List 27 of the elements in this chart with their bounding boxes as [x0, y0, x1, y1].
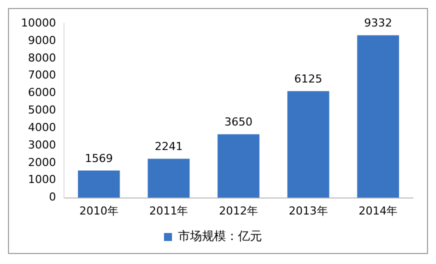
x-tick-label: 2013年 [288, 204, 328, 218]
bar [287, 91, 330, 198]
data-label: 6125 [294, 72, 322, 86]
y-tick-label: 2000 [28, 156, 56, 169]
x-tick-label: 2011年 [149, 204, 188, 218]
data-label: 9332 [364, 16, 392, 30]
y-tick-label: 7000 [28, 68, 56, 82]
data-label: 2241 [154, 140, 183, 154]
y-tick-label: 5000 [28, 104, 56, 117]
x-tick-label: 2014年 [358, 204, 398, 218]
y-tick-label: 3000 [28, 138, 56, 152]
y-tick-label: 8000 [28, 51, 56, 64]
bar [218, 134, 260, 198]
y-tick-label: 4000 [28, 120, 56, 134]
bar [357, 35, 400, 198]
bar [148, 158, 190, 198]
y-tick-label: 0 [48, 190, 56, 204]
x-tick-label: 2012年 [218, 204, 258, 218]
x-tick-label: 2010年 [79, 204, 118, 218]
y-tick-label: 1000 [28, 173, 56, 186]
y-tick-label: 10000 [20, 16, 56, 30]
data-label: 1569 [84, 152, 113, 165]
legend-label: 市场规模：亿元 [178, 229, 262, 244]
data-label: 3650 [224, 116, 252, 129]
y-tick-label: 6000 [28, 86, 56, 100]
bar [78, 170, 120, 198]
y-tick-label: 9000 [28, 34, 56, 47]
